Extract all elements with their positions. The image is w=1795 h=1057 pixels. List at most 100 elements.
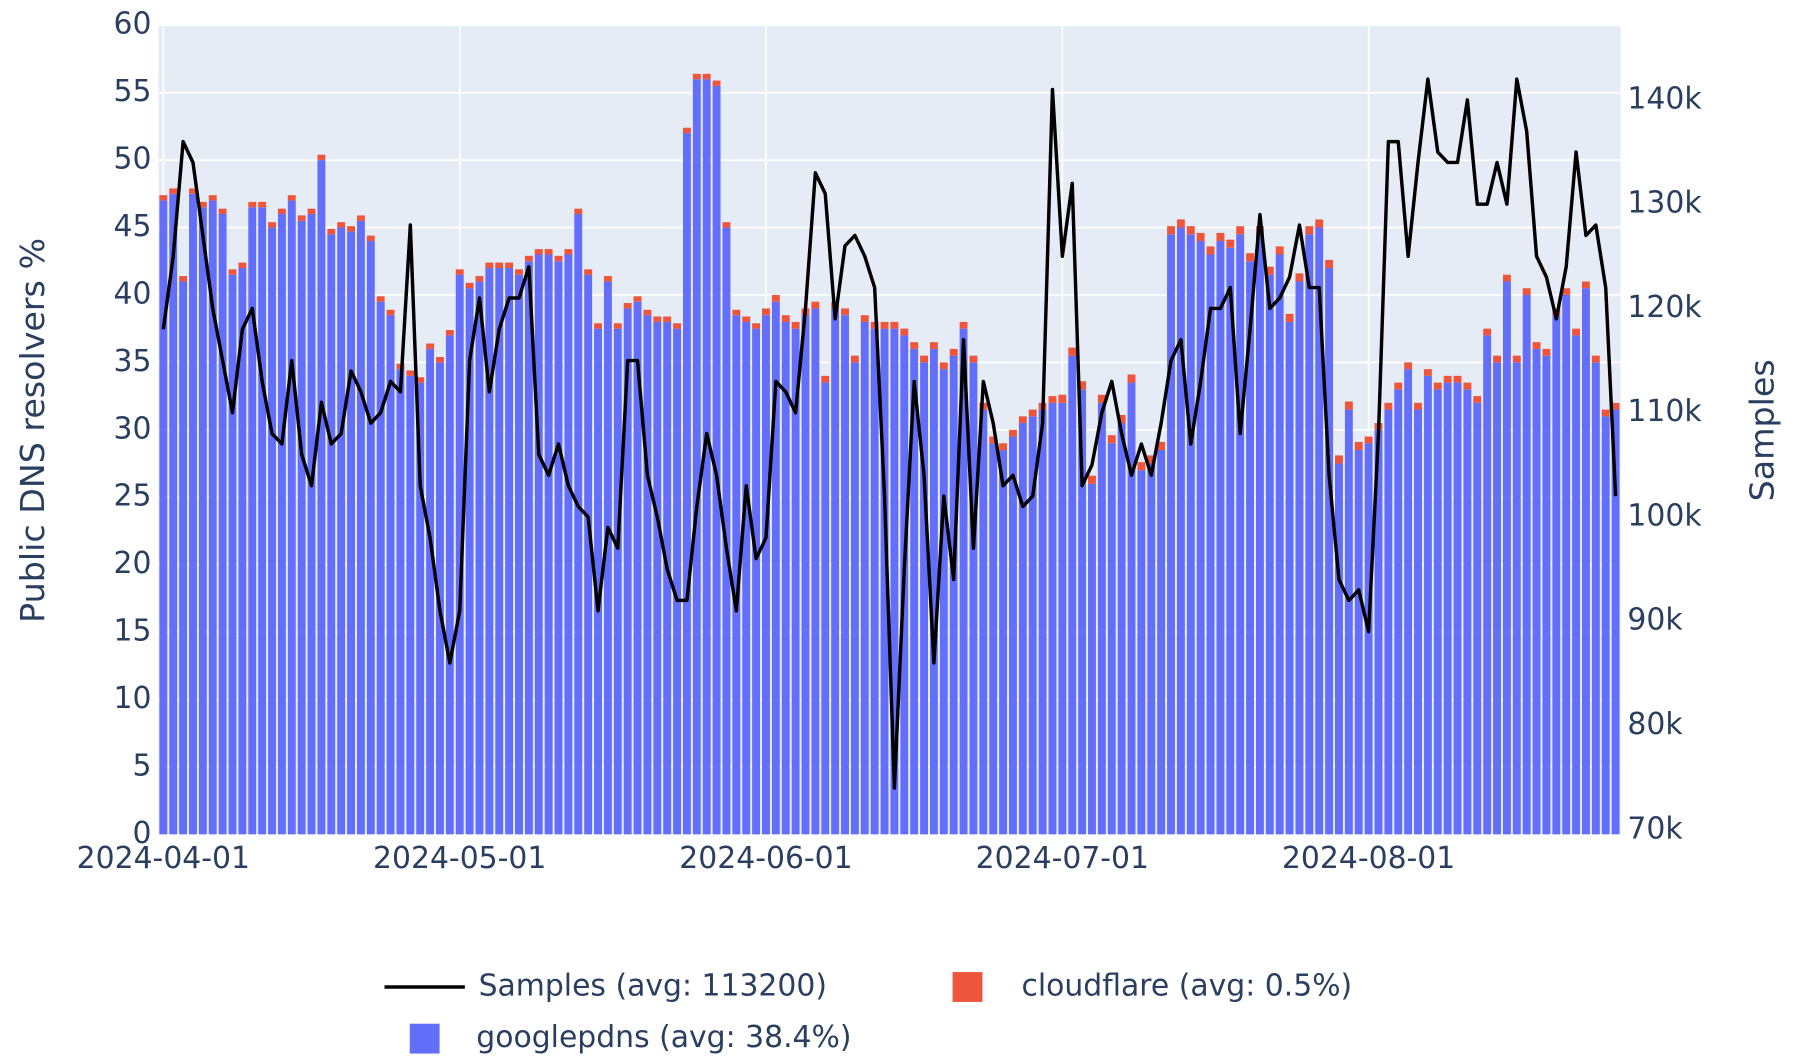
bar: [366, 235, 375, 242]
bar: [999, 443, 1008, 451]
bar: [248, 207, 257, 835]
bar: [1157, 450, 1166, 835]
bar: [1167, 234, 1175, 835]
y-tick-label: 25: [114, 479, 152, 514]
bar: [238, 267, 247, 835]
y2-tick-label: 80k: [1627, 707, 1683, 742]
bar: [1295, 273, 1304, 282]
bar: [653, 321, 662, 835]
bar: [673, 328, 682, 835]
bar: [406, 370, 415, 376]
bar: [1127, 374, 1136, 383]
bar: [969, 355, 978, 363]
bar: [287, 195, 296, 201]
bar: [218, 208, 227, 215]
bar: [1196, 241, 1205, 835]
bar: [1167, 226, 1175, 235]
bar: [268, 227, 276, 835]
bar: [396, 369, 405, 835]
bar: [455, 274, 464, 835]
bar: [189, 193, 197, 835]
bar: [870, 328, 879, 835]
bar: [890, 321, 899, 329]
bar: [929, 342, 938, 349]
bar: [1473, 402, 1482, 835]
bar: [1344, 409, 1353, 835]
bar: [1246, 261, 1255, 835]
bar: [426, 343, 435, 349]
bar: [258, 207, 267, 835]
bar: [356, 215, 365, 221]
bar: [732, 309, 741, 316]
bar: [821, 375, 830, 383]
bar: [663, 316, 672, 322]
bar: [623, 303, 632, 309]
bar: [159, 200, 168, 835]
bar: [465, 282, 474, 289]
y2-axis-title: Samples: [1742, 359, 1781, 501]
bar: [366, 241, 375, 835]
bar: [356, 220, 365, 835]
bar: [1582, 281, 1590, 289]
bar: [850, 362, 859, 835]
bar: [228, 269, 237, 275]
bar: [920, 362, 928, 835]
bar: [436, 356, 444, 363]
x-tick-label: 2024-04-01: [77, 841, 250, 876]
bar: [287, 200, 296, 835]
legend-label: Samples (avg: 113200): [479, 968, 827, 1003]
bar: [1335, 455, 1343, 464]
bar: [811, 308, 820, 835]
bar: [949, 348, 958, 356]
bar: [584, 274, 593, 835]
bar: [959, 328, 968, 835]
bar: [722, 222, 731, 228]
bar: [633, 296, 642, 302]
bar: [594, 323, 602, 329]
bar: [1058, 402, 1067, 835]
y2-tick-label: 140k: [1627, 81, 1702, 116]
bar: [791, 321, 800, 329]
bar: [959, 321, 968, 329]
bar: [1038, 409, 1047, 835]
bar: [485, 267, 494, 835]
bar: [1088, 483, 1096, 835]
y2-tick-label: 130k: [1627, 186, 1702, 221]
bar: [297, 215, 306, 221]
bar: [673, 323, 682, 329]
bar: [1611, 402, 1620, 410]
bar: [1117, 414, 1126, 424]
bar: [1117, 423, 1126, 835]
bar: [544, 254, 553, 835]
bar: [1137, 462, 1146, 471]
bar: [781, 315, 790, 322]
bar: [781, 321, 790, 835]
bar: [1009, 436, 1017, 835]
bar: [1265, 266, 1274, 275]
bar: [1068, 347, 1077, 356]
bar: [297, 220, 306, 835]
bar: [1532, 348, 1541, 835]
bar: [1354, 450, 1363, 835]
bar: [1226, 247, 1235, 835]
bar: [169, 188, 178, 194]
bar: [1088, 475, 1096, 484]
bar: [1404, 369, 1413, 835]
x-tick-label: 2024-05-01: [373, 841, 546, 876]
bar: [1443, 375, 1452, 383]
bar: [1374, 429, 1383, 835]
y-tick-label: 35: [114, 344, 152, 379]
bar: [712, 80, 721, 86]
bar: [1216, 241, 1225, 835]
bar: [1265, 274, 1274, 835]
bar: [1394, 382, 1403, 390]
bar: [1335, 463, 1343, 835]
bar: [554, 261, 563, 835]
bar: [337, 227, 346, 835]
bar: [949, 355, 958, 835]
bar: [218, 214, 227, 835]
bar: [1433, 389, 1442, 835]
bar: [1078, 381, 1087, 390]
bar: [1325, 259, 1334, 268]
